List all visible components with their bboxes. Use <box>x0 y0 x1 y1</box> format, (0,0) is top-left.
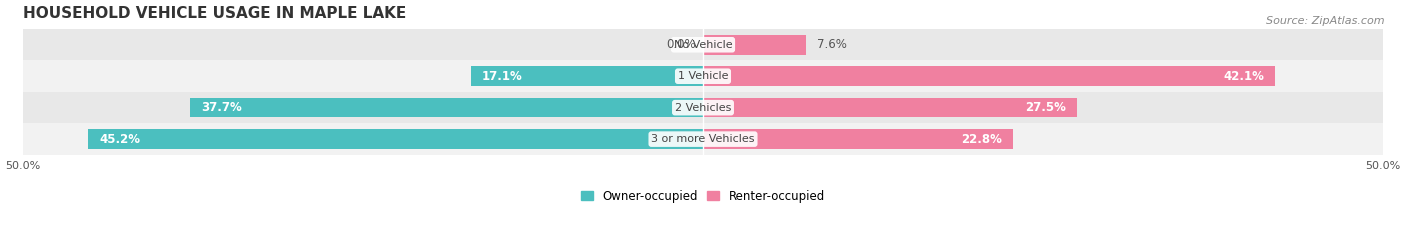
Bar <box>22 123 1384 155</box>
Text: 45.2%: 45.2% <box>100 133 141 146</box>
Text: 3 or more Vehicles: 3 or more Vehicles <box>651 134 755 144</box>
Bar <box>703 98 1077 117</box>
Text: 22.8%: 22.8% <box>962 133 1002 146</box>
Text: No Vehicle: No Vehicle <box>673 40 733 50</box>
Text: 1 Vehicle: 1 Vehicle <box>678 71 728 81</box>
Bar <box>22 92 1384 123</box>
Text: 0.0%: 0.0% <box>666 38 696 51</box>
Text: 42.1%: 42.1% <box>1223 70 1264 83</box>
Bar <box>703 129 1012 149</box>
Text: 7.6%: 7.6% <box>817 38 846 51</box>
Text: 37.7%: 37.7% <box>201 101 242 114</box>
Text: 17.1%: 17.1% <box>481 70 522 83</box>
Bar <box>190 98 703 117</box>
Text: HOUSEHOLD VEHICLE USAGE IN MAPLE LAKE: HOUSEHOLD VEHICLE USAGE IN MAPLE LAKE <box>22 6 406 21</box>
Text: 2 Vehicles: 2 Vehicles <box>675 103 731 113</box>
Bar <box>89 129 703 149</box>
Bar <box>471 66 703 86</box>
Legend: Owner-occupied, Renter-occupied: Owner-occupied, Renter-occupied <box>576 185 830 208</box>
Bar <box>22 29 1384 61</box>
Bar <box>703 35 806 55</box>
Bar <box>703 66 1275 86</box>
Text: 27.5%: 27.5% <box>1025 101 1066 114</box>
Bar <box>22 61 1384 92</box>
Text: Source: ZipAtlas.com: Source: ZipAtlas.com <box>1267 16 1385 26</box>
